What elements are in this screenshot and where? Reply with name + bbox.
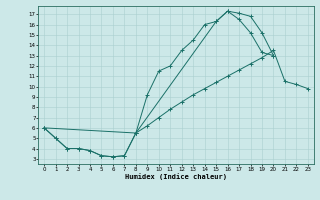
X-axis label: Humidex (Indice chaleur): Humidex (Indice chaleur): [125, 173, 227, 180]
